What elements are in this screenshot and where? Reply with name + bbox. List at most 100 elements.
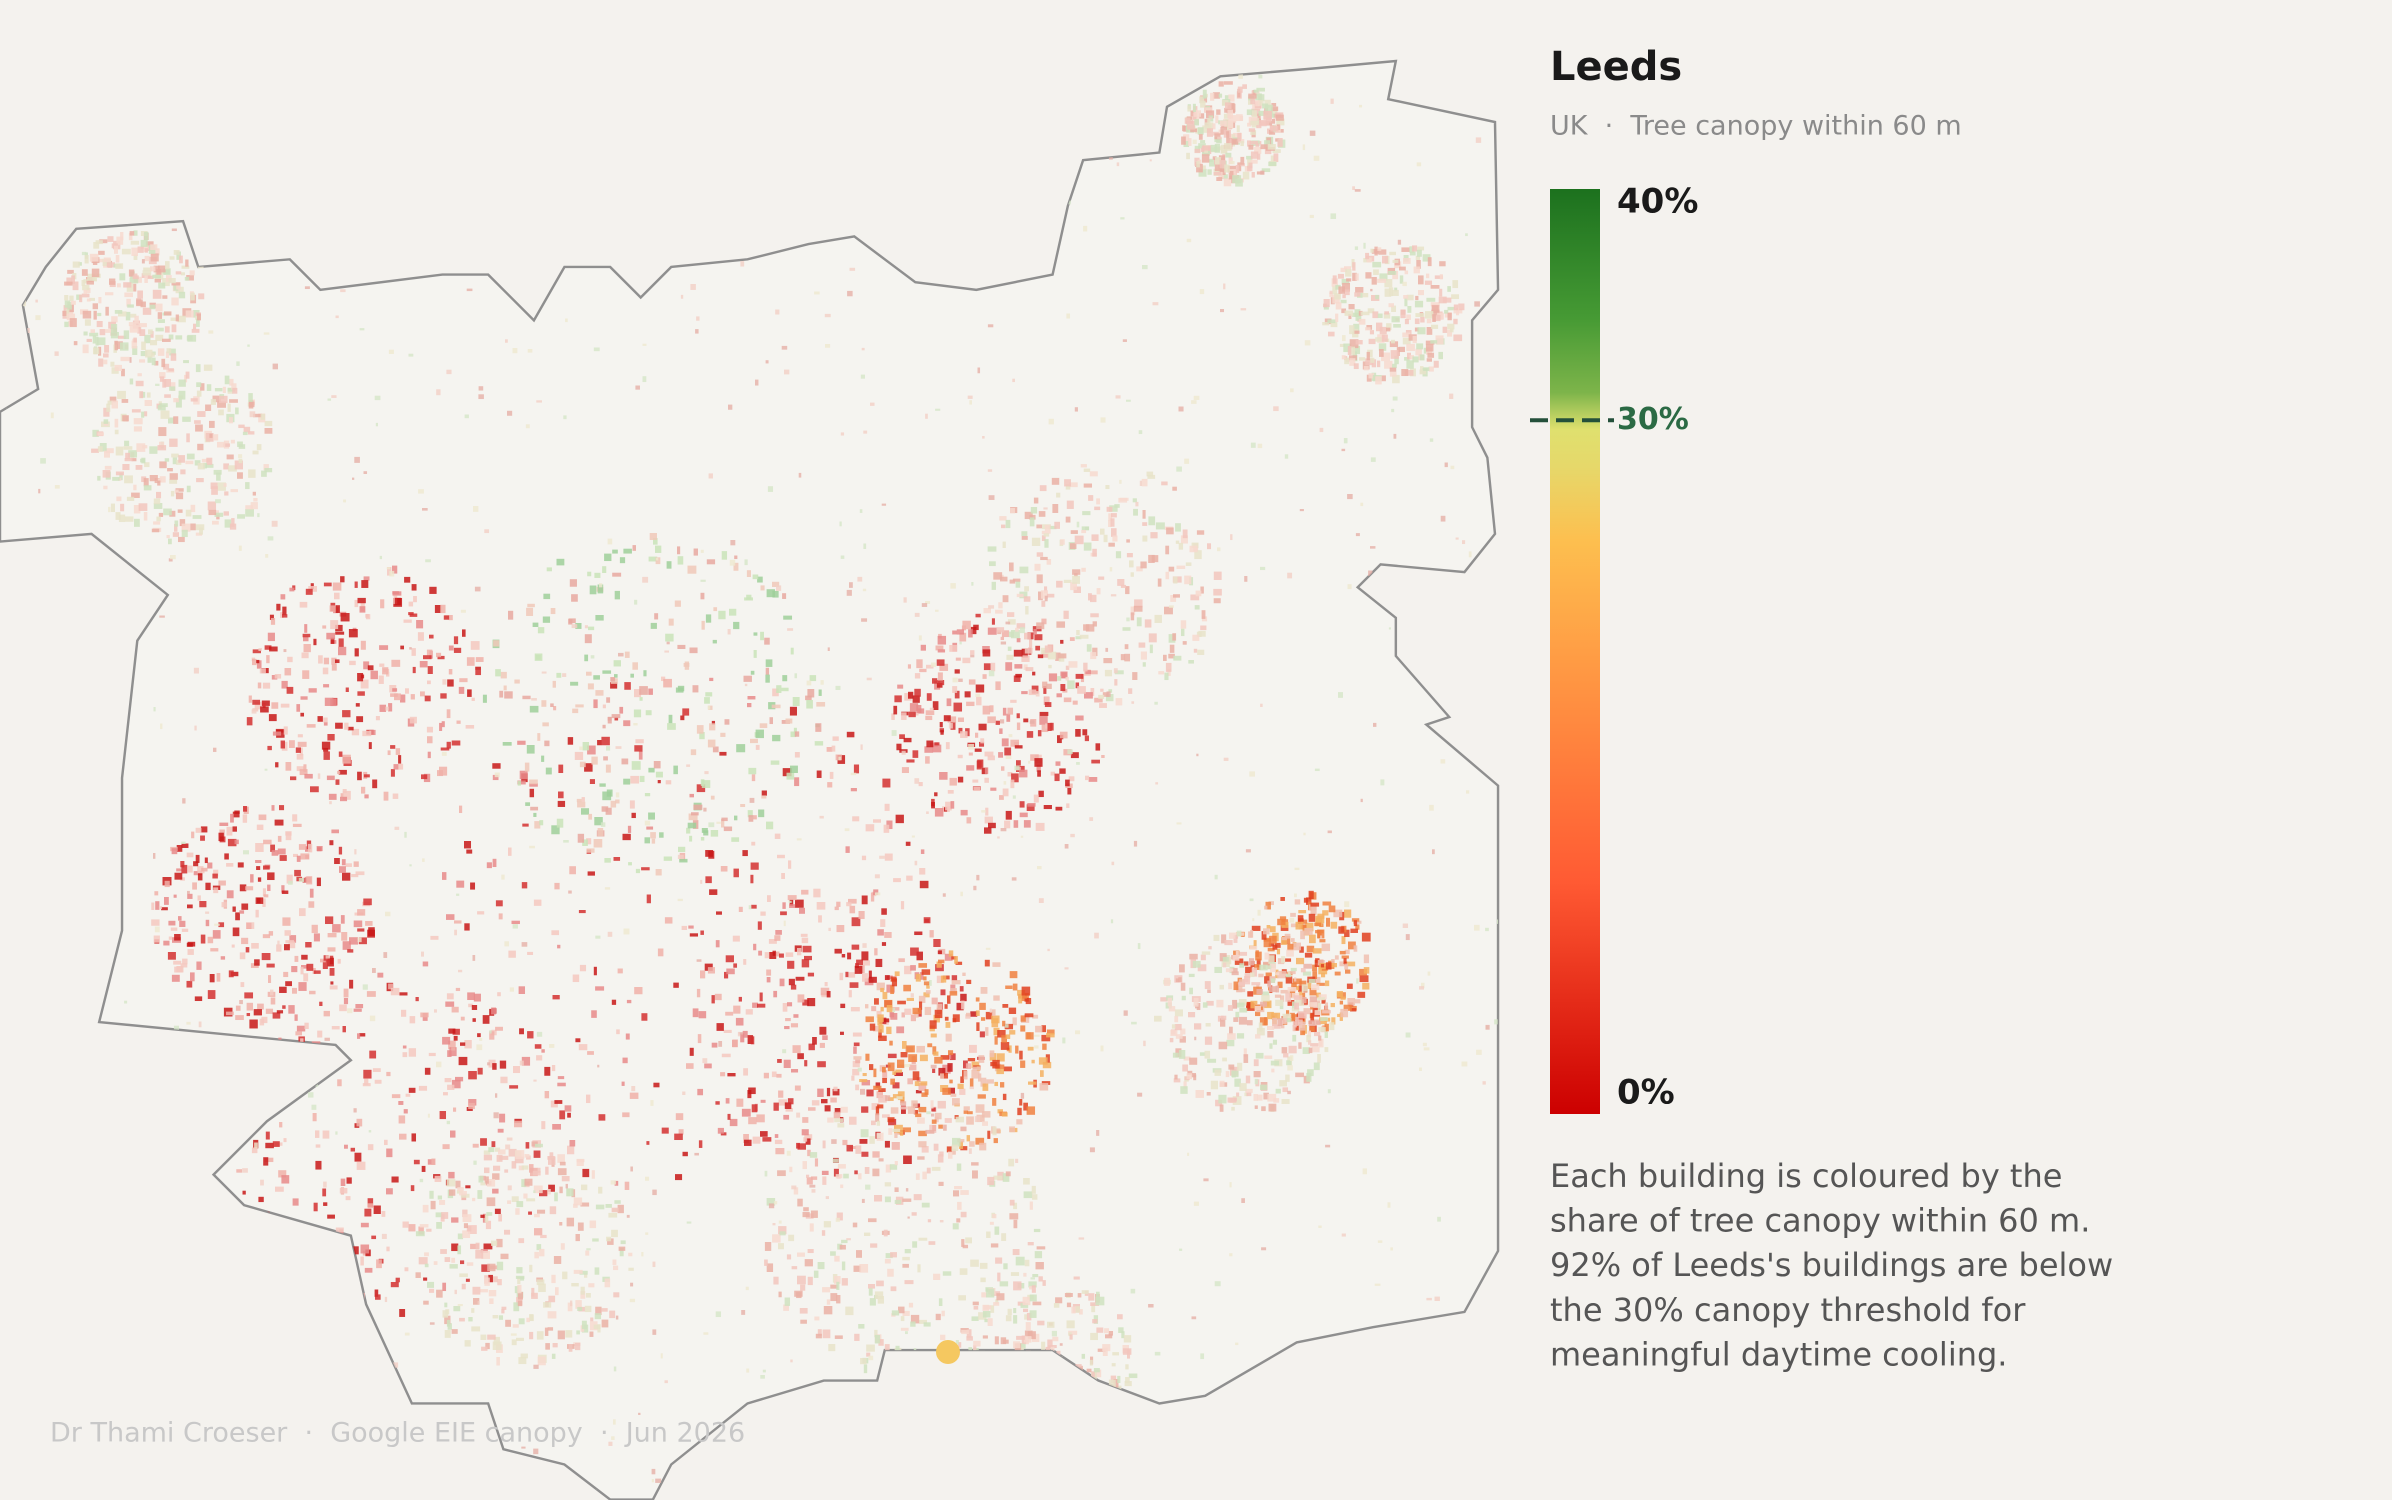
- building: [1013, 1308, 1017, 1314]
- building: [1166, 527, 1174, 535]
- building: [613, 857, 621, 861]
- building: [463, 1223, 469, 1229]
- building: [218, 922, 225, 928]
- building: [926, 811, 929, 814]
- building: [1381, 352, 1390, 362]
- building: [1293, 995, 1303, 1000]
- building: [424, 695, 431, 702]
- building: [789, 706, 797, 716]
- building: [436, 652, 442, 658]
- building: [364, 1267, 373, 1273]
- building: [1439, 261, 1446, 267]
- building: [990, 1395, 995, 1401]
- building: [1041, 618, 1047, 625]
- building: [1013, 675, 1021, 682]
- building: [861, 855, 867, 861]
- building: [1000, 576, 1008, 582]
- building: [392, 793, 399, 799]
- building: [995, 609, 1003, 614]
- building: [1031, 1185, 1036, 1194]
- building: [809, 1184, 816, 1188]
- building: [1043, 1376, 1050, 1385]
- building: [575, 1300, 582, 1309]
- building: [529, 705, 539, 713]
- building: [951, 980, 961, 985]
- building: [1281, 936, 1288, 941]
- building: [1050, 722, 1054, 731]
- building: [584, 634, 592, 644]
- building: [446, 1179, 456, 1187]
- building: [1082, 1378, 1090, 1384]
- building: [1013, 649, 1023, 657]
- building: [1271, 106, 1279, 112]
- building: [1381, 334, 1388, 342]
- building: [1130, 612, 1135, 621]
- building: [986, 1386, 995, 1390]
- building: [283, 1270, 286, 1273]
- building: [1069, 637, 1075, 641]
- building: [604, 858, 611, 863]
- building: [541, 700, 547, 707]
- building: [1091, 759, 1100, 764]
- building: [1034, 758, 1043, 767]
- building: [975, 732, 979, 738]
- building: [1188, 660, 1194, 664]
- building: [429, 634, 434, 639]
- building: [1449, 328, 1454, 333]
- building: [254, 701, 262, 710]
- building: [990, 787, 997, 791]
- building: [775, 1148, 785, 1155]
- building: [548, 1184, 555, 1192]
- building: [794, 673, 798, 679]
- building: [995, 1257, 1003, 1264]
- building: [168, 936, 173, 940]
- building: [241, 937, 249, 945]
- building: [516, 1337, 524, 1341]
- building: [861, 951, 869, 961]
- building: [205, 463, 214, 468]
- building: [1057, 676, 1062, 681]
- building: [751, 1104, 758, 1113]
- building: [1450, 465, 1455, 470]
- building: [971, 582, 974, 586]
- building: [942, 893, 946, 897]
- building: [1264, 905, 1268, 910]
- building: [1248, 144, 1254, 150]
- building: [918, 782, 923, 787]
- building: [1232, 954, 1240, 961]
- building: [174, 524, 178, 532]
- building: [271, 702, 279, 709]
- building: [1033, 1439, 1042, 1449]
- building: [804, 1259, 813, 1267]
- building: [990, 662, 996, 672]
- building: [635, 385, 640, 390]
- building: [887, 1062, 895, 1072]
- building: [1085, 624, 1095, 632]
- building: [628, 1267, 634, 1271]
- building: [209, 420, 215, 428]
- building: [134, 315, 139, 324]
- building: [686, 1221, 692, 1224]
- building: [989, 1221, 994, 1225]
- building: [861, 1151, 869, 1157]
- building: [967, 1058, 976, 1062]
- building: [1213, 172, 1222, 176]
- building: [165, 261, 170, 270]
- building: [1344, 357, 1350, 365]
- building: [926, 740, 934, 748]
- building: [1254, 1005, 1261, 1011]
- building: [1194, 1023, 1202, 1030]
- building: [1181, 995, 1186, 1001]
- building: [140, 351, 148, 357]
- building: [1002, 1020, 1006, 1027]
- building: [589, 1220, 597, 1229]
- building: [329, 605, 338, 612]
- building: [1194, 605, 1200, 610]
- building: [766, 969, 772, 976]
- building: [422, 961, 429, 967]
- building: [102, 258, 111, 266]
- building: [151, 352, 155, 357]
- building: [1073, 586, 1082, 593]
- building: [471, 1005, 478, 1010]
- building: [1326, 917, 1331, 927]
